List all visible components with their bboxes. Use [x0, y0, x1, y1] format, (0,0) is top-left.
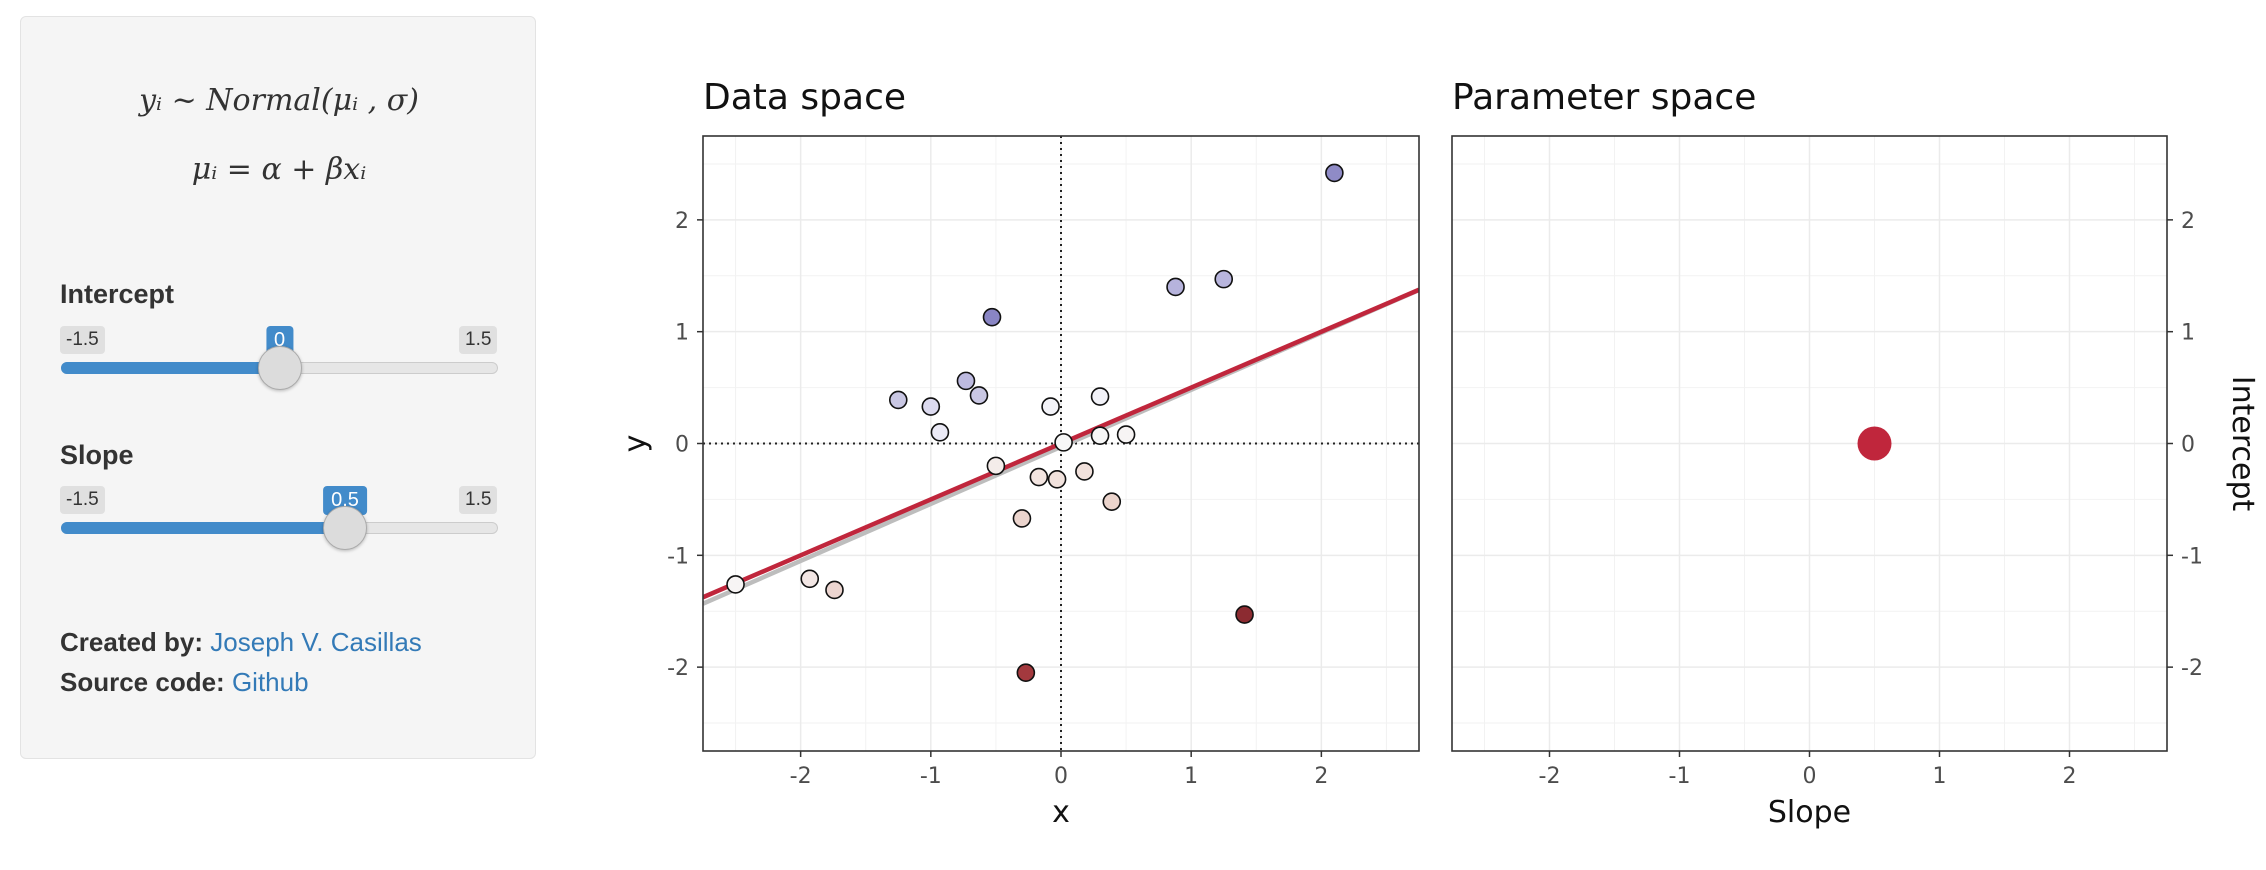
author-link[interactable]: Joseph V. Casillas: [210, 627, 422, 657]
chart-panel-0: -2 -1 0 1 2 -2 -1 0 1 2 Data space x y: [618, 77, 1420, 830]
chart-title: Parameter space: [1452, 77, 1756, 118]
model-formula-likelihood: yᵢ ~ Normal(μᵢ , σ): [139, 83, 419, 118]
data-point: [982, 307, 1002, 327]
intercept-slider-handle[interactable]: [257, 346, 302, 390]
data-point: [1116, 425, 1136, 444]
x-tick-label: 2: [2063, 764, 2077, 789]
x-tick-label: -1: [920, 764, 942, 789]
slope-slider-handle[interactable]: [323, 506, 367, 550]
y-tick-label: 0: [2181, 433, 2195, 458]
y-tick-label: -1: [667, 544, 689, 569]
data-point: [1075, 462, 1094, 481]
y-tick-label: 2: [675, 209, 689, 234]
data-point: [1090, 387, 1110, 406]
y-tick-label: 1: [2181, 321, 2195, 346]
data-point: [969, 386, 989, 405]
data-point: [1214, 269, 1234, 289]
intercept-slider-fill: [61, 362, 280, 374]
y-tick-label: -2: [667, 656, 689, 681]
created-by-line: Created by: Joseph V. Casillas: [60, 627, 422, 658]
y-tick-label: 0: [675, 433, 689, 458]
x-tick-label: -2: [790, 764, 812, 789]
data-point: [1016, 663, 1036, 683]
y-tick-label: -1: [2181, 544, 2203, 569]
data-point: [1029, 467, 1049, 487]
x-tick-label: -2: [1539, 764, 1561, 789]
data-point: [986, 456, 1006, 476]
y-tick-label: -2: [2181, 656, 2203, 681]
data-point: [1325, 163, 1344, 183]
y-axis-label: y: [618, 435, 653, 453]
slope-max: 1.5: [459, 486, 498, 514]
y-axis-label: Intercept: [2225, 376, 2260, 512]
sidebar-panel: yᵢ ~ Normal(μᵢ , σ) μᵢ = α + βxᵢ Interce…: [20, 16, 536, 759]
slope-slider-fill: [61, 522, 345, 534]
x-tick-label: 1: [1933, 764, 1947, 789]
y-tick-label: 1: [675, 321, 689, 346]
intercept-min: -1.5: [60, 326, 105, 354]
data-point: [921, 397, 941, 416]
x-tick-label: 0: [1803, 764, 1817, 789]
source-code-label: Source code:: [60, 667, 225, 697]
data-point: [1012, 509, 1032, 528]
x-tick-label: 0: [1054, 764, 1068, 789]
data-point: [1054, 433, 1073, 452]
slope-min: -1.5: [60, 486, 105, 514]
github-link[interactable]: Github: [231, 667, 309, 697]
data-point: [726, 575, 745, 594]
data-point: [1041, 397, 1060, 416]
data-point: [888, 390, 908, 410]
x-tick-label: -1: [1669, 764, 1691, 789]
data-point: [1235, 605, 1254, 624]
chart-title: Data space: [703, 77, 906, 118]
model-formula-linear: μᵢ = α + βxᵢ: [191, 152, 367, 187]
x-tick-label: 2: [1314, 764, 1328, 789]
data-point: [1090, 426, 1110, 445]
data-point: [1102, 492, 1122, 511]
intercept-label: Intercept: [60, 279, 175, 309]
x-tick-label: 1: [1184, 764, 1198, 789]
parameter-point: [1857, 426, 1892, 461]
slope-label: Slope: [60, 440, 134, 470]
x-axis-label: x: [1052, 795, 1070, 830]
source-code-line: Source code: Github: [60, 667, 309, 698]
intercept-max: 1.5: [459, 326, 498, 354]
y-tick-label: 2: [2181, 209, 2195, 234]
created-by-label: Created by:: [60, 627, 204, 657]
x-axis-label: Slope: [1768, 795, 1851, 830]
data-point: [930, 423, 950, 442]
data-point: [956, 371, 976, 391]
data-point: [825, 580, 844, 600]
chart-panel-1: -2 -1 0 1 2 -2 -1 0 1 2 Parameter space Slope Interc…: [1451, 77, 2260, 830]
data-point: [1166, 277, 1185, 297]
data-point: [1047, 469, 1067, 489]
data-point: [800, 569, 820, 589]
